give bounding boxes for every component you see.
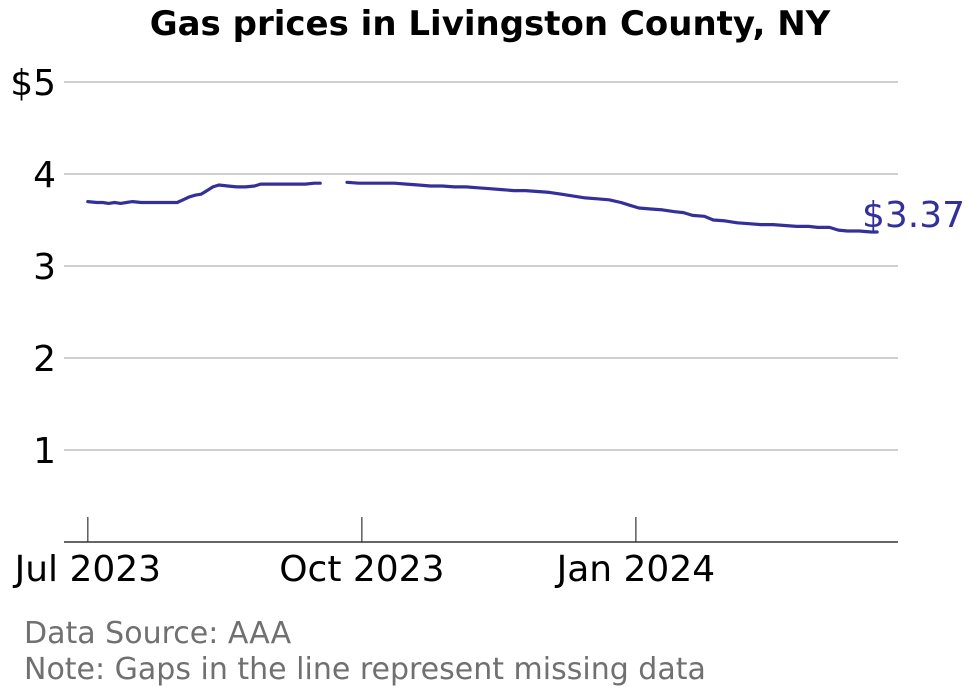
y-tick-label: 1 bbox=[33, 431, 56, 472]
series-lines bbox=[86, 180, 879, 234]
x-tick-label: Jan 2024 bbox=[555, 549, 716, 590]
x-axis-ticks: Jul 2023 Oct 2023 Jan 2024 bbox=[13, 517, 716, 590]
y-tick-label: 4 bbox=[33, 155, 56, 196]
y-tick-label: $5 bbox=[10, 63, 56, 104]
y-tick-label: 3 bbox=[33, 247, 56, 288]
gridlines bbox=[64, 81, 898, 451]
x-tick-label: Oct 2023 bbox=[279, 549, 444, 590]
chart-title: Gas prices in Livingston County, NY bbox=[149, 4, 831, 44]
missing-data-note: Note: Gaps in the line represent missing… bbox=[24, 652, 706, 687]
end-value-label: $3.37 bbox=[862, 195, 965, 236]
y-axis-ticks: 1 2 3 4 $5 bbox=[10, 63, 56, 472]
data-source-note: Data Source: AAA bbox=[24, 616, 292, 651]
price-line-segment bbox=[345, 180, 879, 234]
y-tick-label: 2 bbox=[33, 339, 56, 380]
price-line-segment bbox=[86, 181, 322, 205]
x-tick-label: Jul 2023 bbox=[13, 549, 162, 590]
